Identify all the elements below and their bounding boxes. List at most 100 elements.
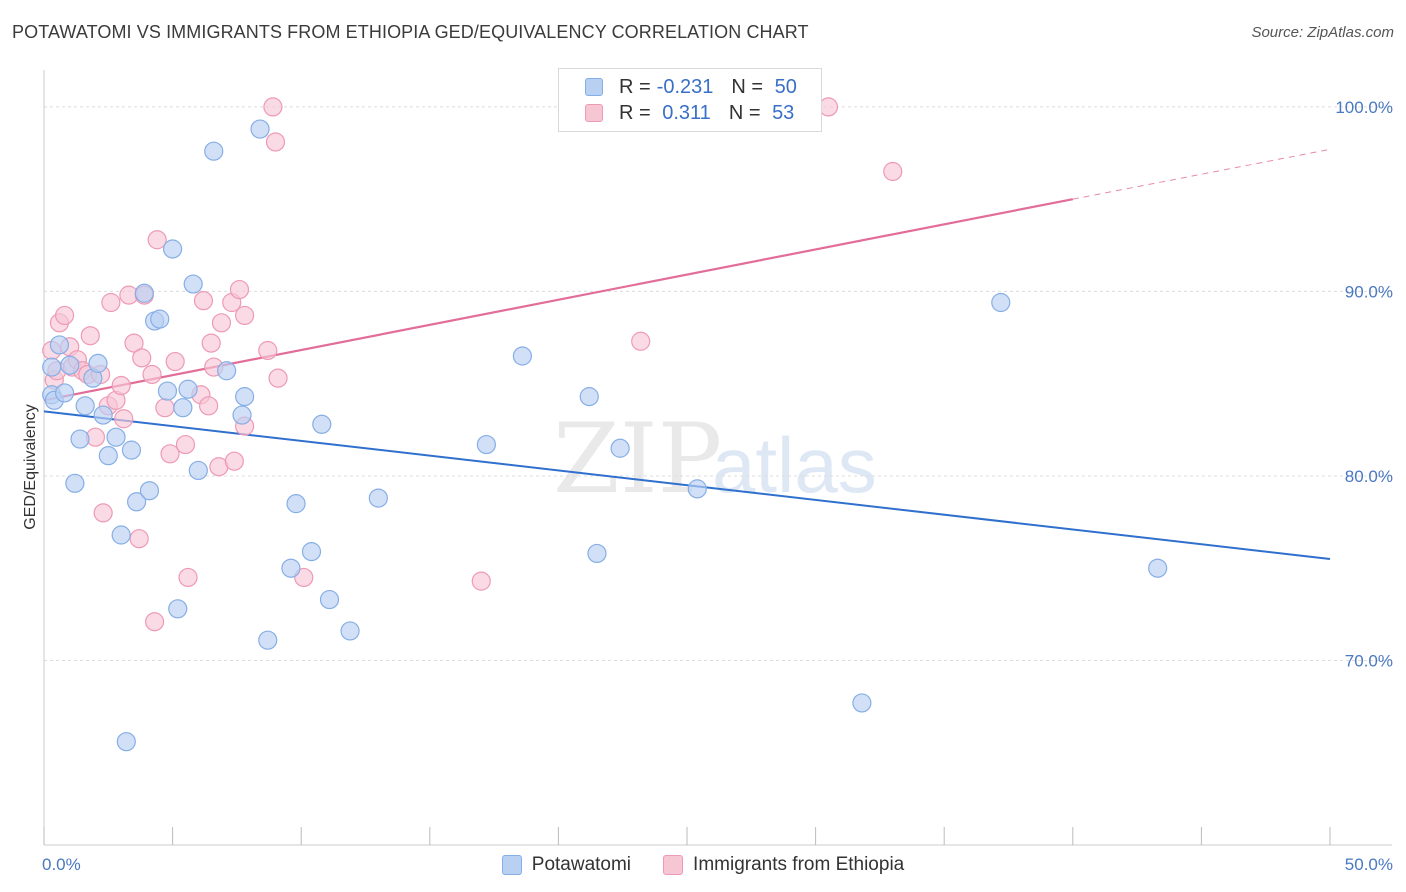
point-potawatomi [319, 589, 340, 610]
point-ethiopia [101, 292, 121, 313]
point-potawatomi [121, 440, 142, 460]
chart-title: POTAWATOMI VS IMMIGRANTS FROM ETHIOPIA G… [12, 22, 809, 42]
legend-r-label: R = [619, 101, 651, 124]
series-legend-potawatomi: Potawatomi [501, 854, 631, 876]
point-potawatomi [126, 492, 147, 512]
point-potawatomi [312, 414, 332, 434]
point-potawatomi [188, 460, 208, 481]
legend-n-label: N = [728, 101, 767, 124]
point-ethiopia [883, 161, 903, 182]
point-potawatomi [134, 283, 154, 303]
point-potawatomi [88, 353, 108, 373]
point-potawatomi [476, 434, 496, 455]
stats-legend: R = -0.231 N = 50 R = 0.311 N = 53 [558, 68, 822, 132]
point-ethiopia [211, 313, 232, 333]
x-tick-label-max: 50.0% [1345, 855, 1393, 874]
point-potawatomi [157, 381, 178, 401]
series-name-ethiopia: Immigrants from Ethiopia [693, 854, 905, 875]
point-potawatomi [250, 119, 270, 139]
point-potawatomi [340, 621, 360, 641]
point-ethiopia [175, 434, 196, 455]
point-ethiopia [235, 305, 255, 326]
watermark-atlas: atlas [712, 421, 877, 509]
point-potawatomi [60, 355, 80, 375]
point-potawatomi [579, 387, 599, 407]
grid [44, 106, 1392, 661]
point-ethiopia [111, 375, 131, 396]
point-potawatomi [852, 693, 872, 713]
point-ethiopia [631, 331, 651, 351]
point-potawatomi [42, 357, 62, 377]
point-ethiopia [114, 409, 134, 429]
point-ethiopia [165, 351, 185, 372]
y-tick-label: 90.0% [1345, 282, 1393, 301]
point-ethiopia [155, 398, 175, 418]
legend-row-potawatomi: R = -0.231 N = 50 [585, 74, 797, 100]
point-ethiopia [144, 612, 165, 632]
trend-line-potawatomi [43, 410, 1331, 560]
point-ethiopia [199, 396, 219, 416]
point-ethiopia [818, 97, 839, 117]
legend-row-ethiopia: R = 0.311 N = 53 [585, 100, 794, 126]
point-potawatomi [116, 732, 136, 752]
source-credit: Source: ZipAtlas.com [1251, 24, 1394, 41]
point-ethiopia [263, 97, 283, 117]
point-ethiopia [178, 567, 198, 588]
point-potawatomi [49, 335, 70, 355]
point-potawatomi [258, 630, 278, 650]
point-potawatomi [70, 429, 90, 449]
series-legend-ethiopia: Immigrants from Ethiopia [663, 854, 904, 876]
point-ethiopia [265, 132, 286, 152]
legend-swatch-potawatomi [585, 78, 603, 96]
point-potawatomi [98, 446, 118, 466]
point-potawatomi [65, 473, 85, 493]
point-ethiopia [201, 333, 221, 353]
point-ethiopia [129, 529, 149, 549]
x-tick-label-min: 0.0% [42, 855, 81, 874]
point-ethiopia [258, 340, 278, 361]
legend-n-value: 53 [772, 101, 795, 124]
point-ethiopia [193, 291, 214, 311]
point-potawatomi [139, 481, 160, 501]
point-ethiopia [93, 503, 113, 523]
point-potawatomi [150, 309, 170, 329]
legend-n-label: N = [731, 75, 769, 98]
point-potawatomi [286, 494, 306, 514]
point-potawatomi [75, 396, 95, 416]
point-potawatomi [173, 398, 193, 418]
point-ethiopia [142, 364, 162, 385]
point-potawatomi [301, 542, 322, 562]
point-potawatomi [232, 405, 252, 425]
point-potawatomi [281, 558, 301, 578]
legend-r-label: R = [619, 75, 651, 98]
point-potawatomi [183, 274, 203, 294]
point-ethiopia [147, 230, 167, 250]
y-tick-label: 80.0% [1345, 467, 1393, 486]
point-potawatomi [204, 141, 224, 161]
point-potawatomi [610, 438, 630, 458]
point-ethiopia [54, 305, 75, 326]
trend-line-ethiopia-extension [1072, 148, 1331, 200]
point-potawatomi [163, 239, 183, 259]
point-ethiopia [224, 451, 244, 471]
data-points [42, 97, 1168, 752]
axes [43, 70, 1392, 846]
y-tick-label: 100.0% [1335, 98, 1393, 117]
legend-n-value: 50 [774, 75, 797, 98]
point-potawatomi [687, 479, 707, 499]
point-potawatomi [1148, 558, 1168, 578]
point-potawatomi [368, 488, 388, 508]
point-potawatomi [512, 346, 532, 366]
point-potawatomi [991, 292, 1011, 313]
series-legend: Potawatomi Immigrants from Ethiopia [0, 852, 1406, 878]
point-ethiopia [294, 567, 314, 588]
point-potawatomi [106, 427, 126, 447]
y-axis-title: GED/Equivalency [22, 404, 39, 529]
point-potawatomi [587, 543, 607, 564]
legend-swatch-ethiopia [585, 104, 603, 122]
point-ethiopia [229, 279, 250, 300]
point-potawatomi [111, 525, 131, 545]
point-ethiopia [132, 348, 152, 368]
y-tick-label: 70.0% [1345, 651, 1393, 670]
